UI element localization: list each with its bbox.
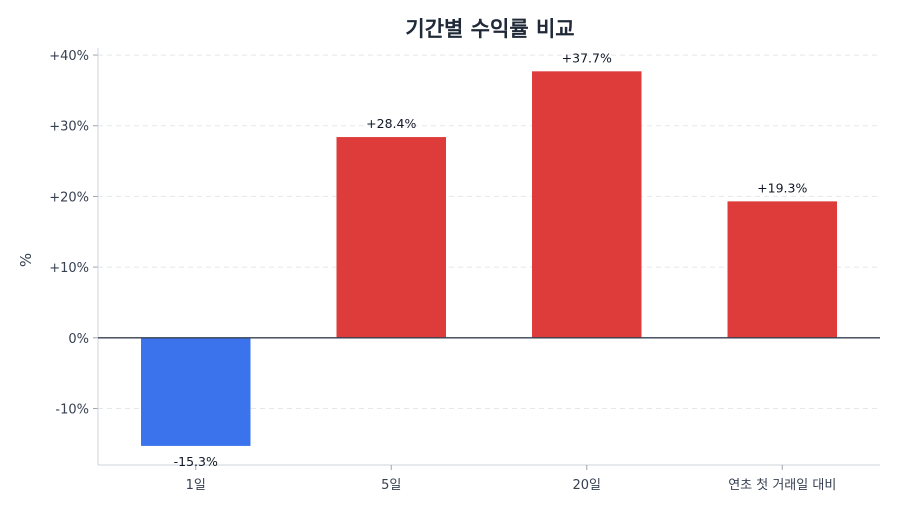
axes: -10% 0% +10% +20% +30% +40% 1일 5일 20일 연초 첫 거래일 대비 — [49, 48, 880, 493]
bar — [141, 337, 251, 446]
x-tick-label: 연초 첫 거래일 대비 — [728, 478, 836, 493]
y-tick-label: 0% — [68, 332, 89, 347]
y-axis-label: % — [17, 253, 35, 267]
bar — [532, 71, 642, 338]
data-label: +37.7% — [562, 50, 612, 65]
chart-title: 기간별 수익률 비교 — [405, 17, 574, 41]
bars — [141, 71, 837, 446]
data-labels: -15.3% +28.4% +37.7% +19.3% — [174, 50, 808, 469]
y-tick-label: +40% — [49, 49, 89, 64]
x-tick-label: 20일 — [572, 478, 601, 493]
x-tick-label: 1일 — [186, 478, 206, 493]
data-label: +19.3% — [757, 180, 807, 195]
y-tick-label: +20% — [49, 190, 89, 205]
x-tick-label: 5일 — [381, 478, 401, 493]
y-tick-label: -10% — [55, 402, 89, 417]
bar — [727, 201, 837, 338]
bar — [336, 137, 446, 338]
data-label: -15.3% — [174, 454, 218, 469]
y-tick-label: +30% — [49, 120, 89, 135]
y-tick-label: +10% — [49, 261, 89, 276]
data-label: +28.4% — [366, 116, 416, 131]
